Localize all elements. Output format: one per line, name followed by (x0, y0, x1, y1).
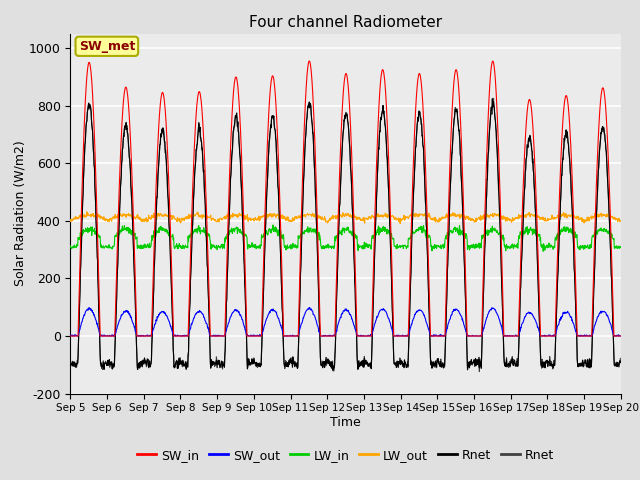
X-axis label: Time: Time (330, 416, 361, 429)
Title: Four channel Radiometer: Four channel Radiometer (249, 15, 442, 30)
Text: SW_met: SW_met (79, 40, 135, 53)
Y-axis label: Solar Radiation (W/m2): Solar Radiation (W/m2) (13, 141, 26, 287)
Legend: SW_in, SW_out, LW_in, LW_out, Rnet, Rnet: SW_in, SW_out, LW_in, LW_out, Rnet, Rnet (132, 444, 559, 467)
